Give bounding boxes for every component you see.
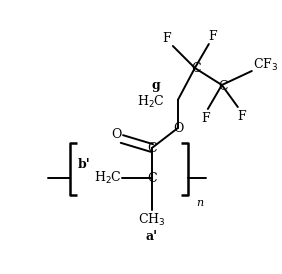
Text: H$_2$C: H$_2$C xyxy=(94,170,122,186)
Text: F: F xyxy=(162,32,171,44)
Text: b': b' xyxy=(78,158,90,170)
Text: g: g xyxy=(151,79,160,93)
Text: n: n xyxy=(196,198,203,208)
Text: a': a' xyxy=(146,230,158,242)
Text: CF$_3$: CF$_3$ xyxy=(253,57,278,73)
Text: C: C xyxy=(191,62,201,76)
Text: C: C xyxy=(147,172,157,184)
Text: F: F xyxy=(208,30,217,42)
Text: O: O xyxy=(174,122,184,136)
Text: O: O xyxy=(112,129,122,141)
Text: C: C xyxy=(147,142,157,156)
Text: C: C xyxy=(218,79,228,93)
Text: F: F xyxy=(237,110,246,124)
Text: F: F xyxy=(202,113,210,125)
Text: CH$_3$: CH$_3$ xyxy=(138,212,166,228)
Text: H$_2$C: H$_2$C xyxy=(137,94,165,110)
